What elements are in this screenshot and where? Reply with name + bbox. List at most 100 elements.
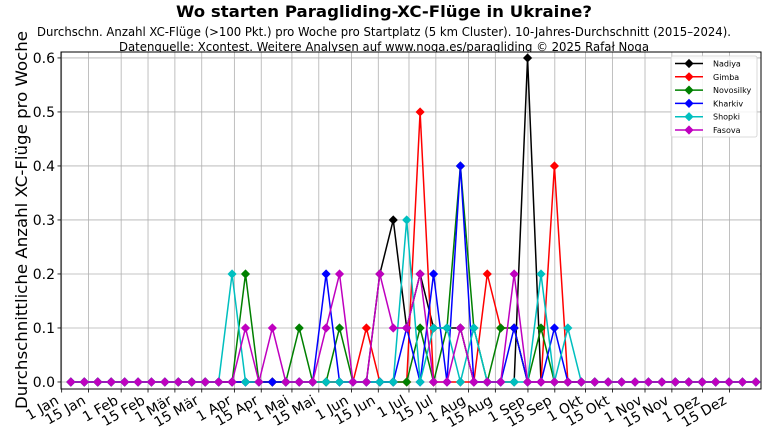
data-point-marker xyxy=(214,377,224,387)
legend-item-nadiya: Nadiya xyxy=(675,58,741,69)
y-tick-label: 0.1 xyxy=(33,321,55,337)
data-point-marker xyxy=(455,377,466,387)
data-point-marker xyxy=(240,323,251,333)
data-point-marker xyxy=(79,377,89,387)
data-point-marker xyxy=(428,269,439,279)
data-point-marker xyxy=(643,377,654,387)
data-point-marker xyxy=(415,269,425,279)
data-point-marker xyxy=(455,161,466,171)
data-point-marker xyxy=(509,269,519,279)
data-point-marker xyxy=(240,377,251,387)
data-point-marker xyxy=(428,323,439,333)
data-point-marker xyxy=(294,323,304,333)
y-axis: 0.0 0.1 0.2 0.3 0.4 0.5 0.6 xyxy=(33,51,61,391)
data-point-marker xyxy=(388,323,398,333)
data-point-marker xyxy=(120,377,130,387)
data-point-marker xyxy=(603,377,613,387)
data-point-marker xyxy=(415,377,425,387)
data-point-marker xyxy=(361,377,371,387)
data-point-marker xyxy=(361,323,371,333)
data-point-marker xyxy=(375,377,385,387)
data-point-marker xyxy=(428,377,439,387)
data-point-marker xyxy=(657,377,667,387)
legend-item-kharkiv: Kharkiv xyxy=(675,98,743,108)
y-axis-label: Durchschnittliche Anzahl XC-Flüge pro Wo… xyxy=(12,31,31,409)
data-point-marker xyxy=(751,377,761,387)
data-point-marker xyxy=(321,377,331,387)
data-point-marker xyxy=(737,377,748,387)
legend-item-shopki: Shopki xyxy=(675,112,740,122)
data-point-marker xyxy=(321,269,331,279)
legend: Nadiya Gimba Novosilky Kharkiv Shopki Fasova xyxy=(670,55,758,138)
legend-item-gimba: Gimba xyxy=(675,72,739,82)
data-point-marker xyxy=(509,323,519,333)
legend-label: Nadiya xyxy=(713,60,741,69)
data-point-marker xyxy=(684,377,694,387)
legend-label: Gimba xyxy=(713,73,739,82)
data-point-marker xyxy=(711,377,721,387)
data-point-marker xyxy=(146,377,157,387)
data-point-marker xyxy=(482,269,492,279)
legend-marker-icon xyxy=(684,98,694,108)
legend-marker-icon xyxy=(684,112,694,122)
data-point-marker xyxy=(281,377,291,387)
chart-title: Wo starten Paragliding-XC-Flüge in Ukrai… xyxy=(176,2,592,21)
data-point-marker xyxy=(402,323,412,333)
data-point-marker xyxy=(348,377,358,387)
data-point-marker xyxy=(334,377,345,387)
data-point-marker xyxy=(227,377,237,387)
data-point-marker xyxy=(549,161,560,171)
legend-label: Kharkiv xyxy=(713,99,743,108)
y-tick-label: 0.4 xyxy=(33,159,55,175)
chart-subtitle-line-1: Durchschn. Anzahl XC-Flüge (>100 Pkt.) p… xyxy=(37,25,731,39)
data-point-marker xyxy=(415,323,425,333)
series-line xyxy=(70,273,756,383)
legend-label: Shopki xyxy=(713,113,740,122)
data-point-marker xyxy=(442,323,452,333)
data-point-marker xyxy=(549,323,560,333)
legend-marker-icon xyxy=(684,72,694,82)
data-point-marker xyxy=(294,377,304,387)
data-point-marker xyxy=(616,377,627,387)
data-point-marker xyxy=(388,377,398,387)
data-point-marker xyxy=(496,377,506,387)
plot-area xyxy=(61,52,761,389)
data-point-marker xyxy=(536,377,546,387)
legend-label: Fasova xyxy=(713,126,741,135)
data-point-marker xyxy=(402,215,412,225)
data-point-marker xyxy=(227,269,237,279)
data-point-marker xyxy=(160,377,170,387)
data-point-marker xyxy=(576,377,586,387)
y-tick-label: 0.5 xyxy=(33,105,55,121)
data-point-marker xyxy=(388,215,398,225)
data-point-marker xyxy=(455,323,466,333)
y-tick-label: 0.6 xyxy=(33,51,55,67)
legend-label: Novosilky xyxy=(713,86,751,95)
data-point-marker xyxy=(187,377,197,387)
data-point-marker xyxy=(590,377,600,387)
data-point-marker xyxy=(106,377,116,387)
data-point-marker xyxy=(240,269,251,279)
data-point-marker xyxy=(66,377,76,387)
data-point-marker xyxy=(334,269,345,279)
data-point-marker xyxy=(536,269,546,279)
y-tick-label: 0.3 xyxy=(33,213,55,229)
axes-frame xyxy=(60,51,762,390)
data-point-marker xyxy=(200,377,210,387)
legend-item-fasova: Fasova xyxy=(675,125,741,135)
data-point-marker xyxy=(442,377,452,387)
data-point-marker xyxy=(482,377,492,387)
data-point-marker xyxy=(267,377,277,387)
data-point-marker xyxy=(254,377,264,387)
data-point-marker xyxy=(522,377,533,387)
data-point-marker xyxy=(133,377,143,387)
data-point-marker xyxy=(469,323,479,333)
data-point-marker xyxy=(563,323,573,333)
legend-item-novosilky: Novosilky xyxy=(675,85,751,95)
legend-marker-icon xyxy=(684,58,694,69)
data-point-marker xyxy=(267,323,277,333)
data-point-marker xyxy=(321,323,331,333)
legend-marker-icon xyxy=(684,125,694,135)
series-fasova xyxy=(66,269,761,387)
